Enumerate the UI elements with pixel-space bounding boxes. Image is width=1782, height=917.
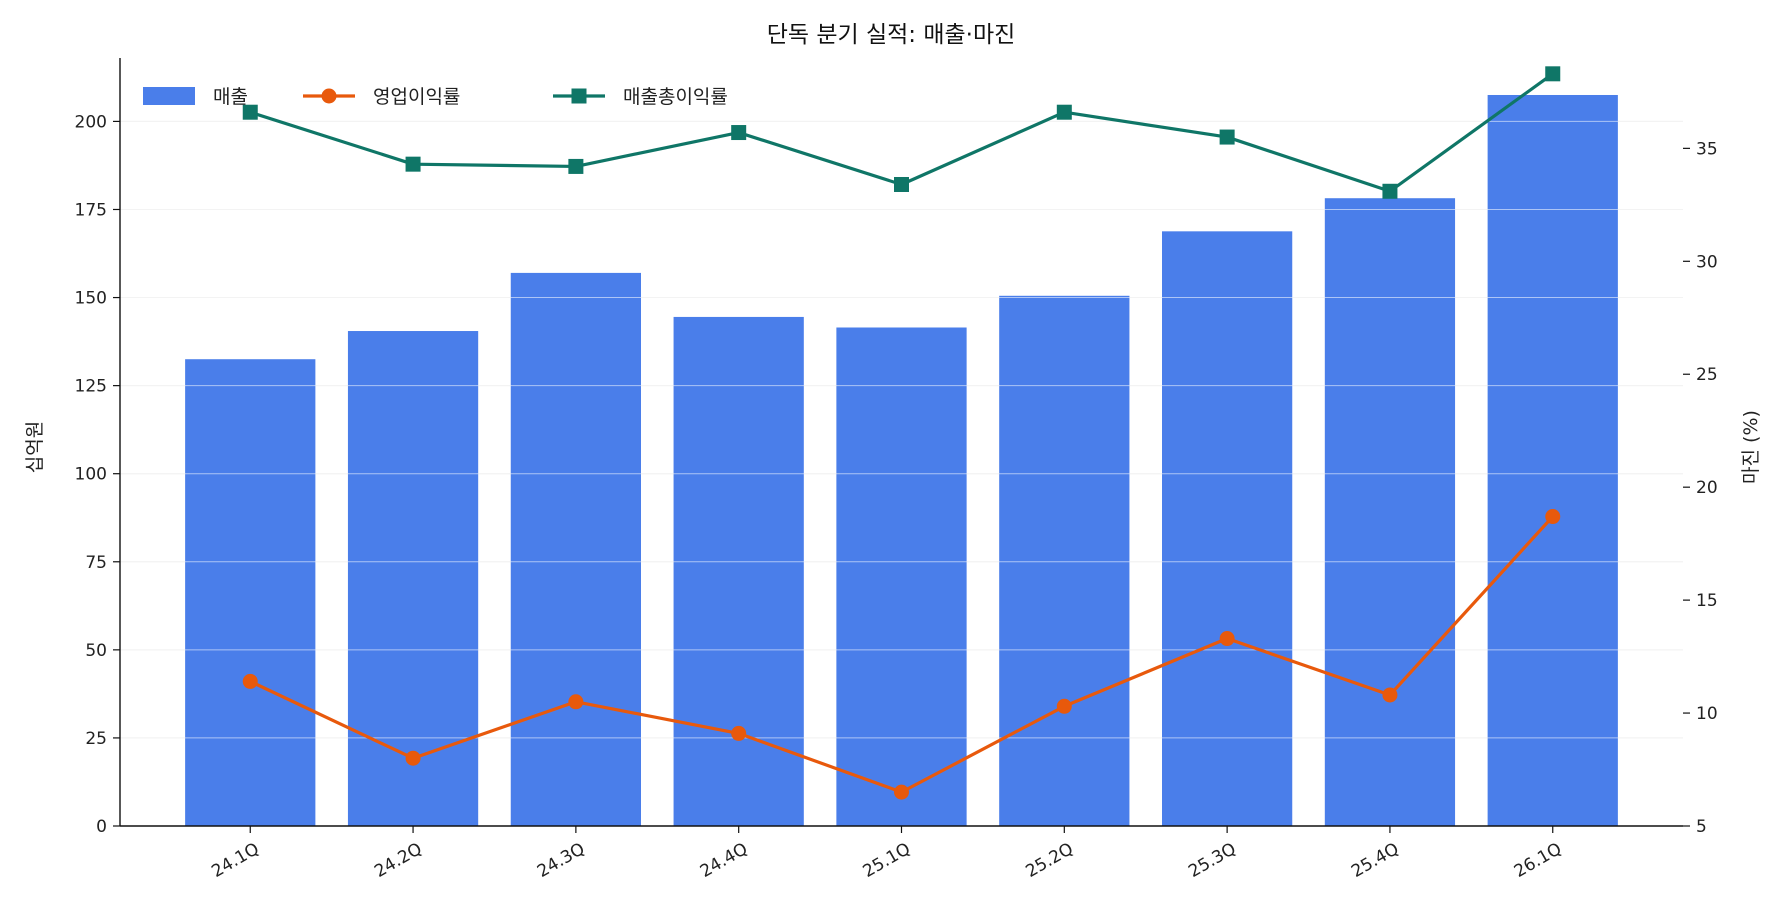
legend-label-매출: 매출 xyxy=(213,86,248,108)
y-right-tick-label: 5 xyxy=(1696,817,1707,837)
bar-25.2Q xyxy=(999,295,1130,826)
x-tick-label-24.4Q: 24.4Q xyxy=(697,839,751,882)
marker-영업이익률-24.1Q xyxy=(242,673,258,689)
y-right-tick-label: 20 xyxy=(1696,478,1718,498)
legend-label-매출총이익률: 매출총이익률 xyxy=(623,86,728,108)
y-right-tick-label: 35 xyxy=(1696,139,1718,159)
marker-매출총이익률-24.3Q xyxy=(568,158,584,174)
x-tick-label-24.2Q: 24.2Q xyxy=(371,839,425,882)
marker-매출총이익률-25.2Q xyxy=(1056,104,1072,120)
marker-매출총이익률-24.1Q xyxy=(242,104,258,120)
y-left-tick-label: 0 xyxy=(96,817,107,837)
chart-title: 단독 분기 실적: 매출·마진 xyxy=(767,22,1016,48)
marker-영업이익률-24.4Q xyxy=(731,725,747,741)
y-left-tick-label: 50 xyxy=(85,641,107,661)
marker-영업이익률-26.1Q xyxy=(1545,509,1561,525)
y-left-tick-label: 75 xyxy=(85,553,107,573)
x-tick-label-24.3Q: 24.3Q xyxy=(534,839,588,882)
marker-영업이익률-25.2Q xyxy=(1056,698,1072,714)
marker-영업이익률-25.1Q xyxy=(894,784,909,800)
bar-25.1Q xyxy=(836,327,967,826)
marker-영업이익률-24.3Q xyxy=(568,694,584,710)
bar-26.1Q xyxy=(1487,94,1618,826)
bars xyxy=(120,94,1683,827)
marker-영업이익률-25.4Q xyxy=(1382,687,1398,703)
y-right-tick-label: 25 xyxy=(1696,365,1718,385)
x-tick-label-25.1Q: 25.1Q xyxy=(860,839,914,882)
y-left-tick-label: 150 xyxy=(75,289,107,309)
y-left-tick-label: 125 xyxy=(75,377,107,397)
legend-marker-매출총이익률 xyxy=(571,88,587,104)
y-left-tick-label: 100 xyxy=(75,465,107,485)
y-right-tick-label: 30 xyxy=(1696,252,1718,272)
bar-24.1Q xyxy=(185,359,316,826)
bar-24.4Q xyxy=(673,316,804,826)
y-left-tick-label: 175 xyxy=(75,200,107,220)
bar-25.3Q xyxy=(1162,231,1293,827)
marker-매출총이익률-24.2Q xyxy=(405,156,421,172)
legend: 매출 영업이익률 매출총이익률 xyxy=(143,86,728,108)
marker-영업이익률-25.3Q xyxy=(1219,631,1235,647)
x-tick-label-25.2Q: 25.2Q xyxy=(1022,839,1076,882)
legend-marker-영업이익률 xyxy=(321,88,337,104)
y-left-tick-label: 25 xyxy=(85,729,107,749)
x-tick-label-26.1Q: 26.1Q xyxy=(1511,839,1565,882)
marker-매출총이익률-24.4Q xyxy=(731,125,747,141)
marker-매출총이익률-25.1Q xyxy=(894,176,909,192)
marker-매출총이익률-25.3Q xyxy=(1219,129,1235,145)
bar-24.3Q xyxy=(510,272,641,827)
marker-매출총이익률-26.1Q xyxy=(1545,66,1561,82)
bar-25.4Q xyxy=(1324,198,1456,827)
y-right-tick-label: 10 xyxy=(1696,704,1718,724)
y-axis-left-label: 십억원 xyxy=(24,421,46,473)
legend-label-영업이익률: 영업이익률 xyxy=(373,86,460,108)
x-tick-label-25.3Q: 25.3Q xyxy=(1185,839,1239,882)
lines xyxy=(242,66,1561,800)
marker-영업이익률-24.2Q xyxy=(405,750,421,766)
y-left-tick-label: 200 xyxy=(75,112,107,132)
legend-swatch-매출 xyxy=(143,87,195,105)
y-axis-right-label: 마진 (%) xyxy=(1740,410,1762,484)
marker-매출총이익률-25.4Q xyxy=(1382,183,1398,199)
y-right-tick-label: 15 xyxy=(1696,591,1718,611)
x-tick-label-25.4Q: 25.4Q xyxy=(1348,839,1402,882)
x-tick-label-24.1Q: 24.1Q xyxy=(208,839,262,882)
